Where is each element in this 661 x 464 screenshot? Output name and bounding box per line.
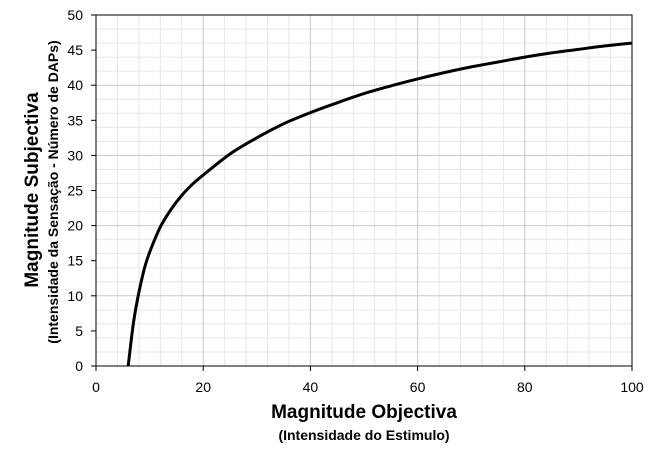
x-axis-title: Magnitude Objectiva: [271, 402, 457, 423]
x-tick-label: 40: [303, 379, 319, 395]
y-tick-label: 5: [75, 323, 83, 339]
major-grid: [96, 15, 632, 366]
y-axis-subtitle: (Intensidade da Sensação - Número de DAP…: [45, 40, 61, 343]
y-axis-title: Magnitude Subjectiva: [22, 92, 43, 288]
y-tick-label: 0: [75, 358, 83, 374]
y-tick-label: 50: [67, 7, 83, 23]
y-tick-label: 25: [67, 183, 83, 199]
y-tick-label: 15: [67, 253, 83, 269]
y-tick-label: 35: [67, 112, 83, 128]
series-layer: [126, 41, 633, 367]
y-axis-ticks: 0 5 10 15 20 25 30 35 40 45 50: [67, 7, 96, 374]
x-tick-label: 80: [517, 379, 533, 395]
y-tick-label: 10: [67, 288, 83, 304]
x-tick-label: 60: [410, 379, 426, 395]
y-tick-label: 20: [67, 218, 83, 234]
y-tick-label: 40: [67, 77, 83, 93]
x-tick-label: 20: [195, 379, 211, 395]
x-axis-subtitle: (Intensidade do Estimulo): [278, 427, 449, 443]
series-line-0: [126, 41, 633, 367]
x-axis-ticks: 0 20 40 60 80 100: [92, 366, 644, 395]
x-tick-label: 0: [92, 379, 100, 395]
y-tick-label: 45: [67, 42, 83, 58]
y-tick-label: 30: [67, 147, 83, 163]
minor-grid: [96, 15, 632, 366]
x-tick-label: 100: [620, 379, 644, 395]
plot-frame: [95, 14, 633, 367]
